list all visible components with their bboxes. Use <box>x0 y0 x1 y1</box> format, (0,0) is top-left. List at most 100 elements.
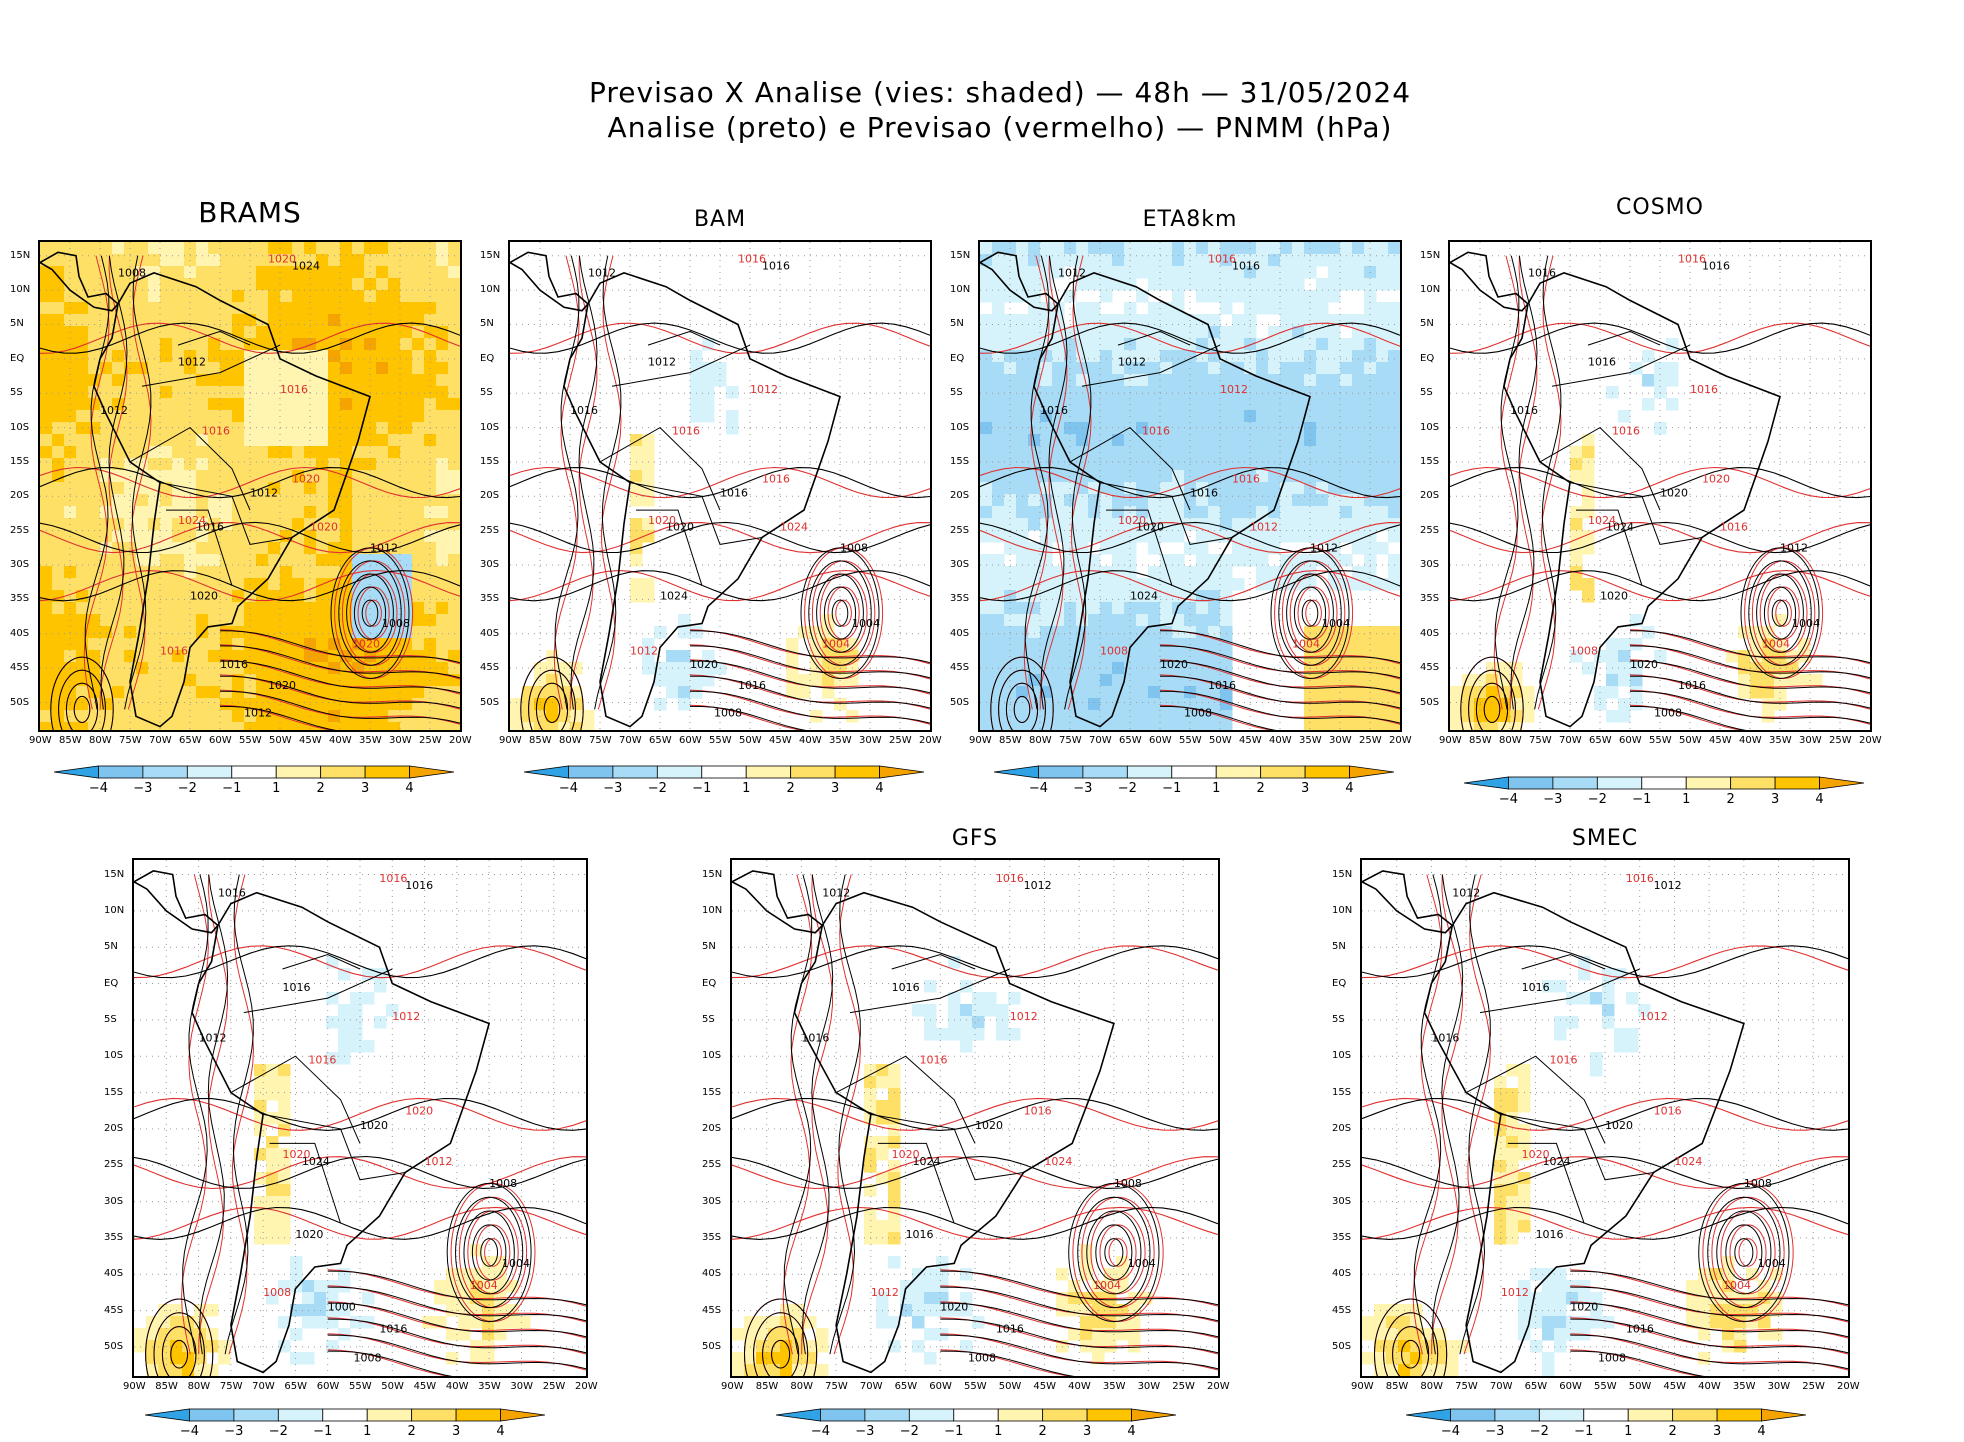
isobar-label: 1016 <box>1208 679 1236 692</box>
isobar-label: 1024 <box>1543 1155 1571 1168</box>
isobar-label: 1004 <box>1093 1279 1121 1292</box>
colorbar-swatch <box>1596 776 1643 790</box>
colorbar-label: 3 <box>1300 781 1310 796</box>
lat-tick-label: 45S <box>1332 1304 1352 1316</box>
lon-tick-label: 40W <box>445 1381 469 1392</box>
colorbar-swatch <box>1819 776 1864 790</box>
isobar-label: 1016 <box>720 486 748 499</box>
colorbar-label: −3 <box>603 781 623 796</box>
isobar-label: 1012 <box>1640 1010 1668 1023</box>
isobar-label: 1020 <box>940 1301 968 1314</box>
lat-tick-label: 50S <box>702 1340 722 1352</box>
isobar-label: 1012 <box>1220 383 1248 396</box>
lat-tick-label: EQ <box>1420 352 1435 364</box>
isobar-label: 1004 <box>1758 1257 1786 1270</box>
lat-tick-label: 10N <box>10 284 31 296</box>
isobar-label: 1008 <box>1744 1177 1772 1190</box>
isobar-label: 1016 <box>762 473 790 486</box>
colorbar-swatch <box>1260 765 1306 779</box>
lon-tick-label: 85W <box>155 1381 178 1392</box>
colorbar-swatch <box>790 765 836 779</box>
isobar-label: 1012 <box>1024 879 1052 892</box>
isobar-label: 1016 <box>1702 259 1730 272</box>
lat-tick-label: 5S <box>950 387 963 399</box>
colorbar-swatch <box>1304 765 1350 779</box>
colorbar-label: −3 <box>855 1424 875 1439</box>
colorbar: −4 −3 −2 −1 1 2 3 4 <box>776 1408 1176 1442</box>
lon-tick-label: 90W <box>969 735 992 746</box>
colorbar-label: −4 <box>88 781 109 796</box>
isobar-label: 1004 <box>1762 638 1790 651</box>
map-frame: 1016 1016 1016 1020 1024 1020 1016 1012 1004 1020… <box>1448 240 1872 732</box>
lat-tick-label: 40S <box>104 1268 124 1280</box>
colorbar-label: 2 <box>1668 1424 1677 1439</box>
map-frame: 1012 1016 1016 1020 1024 1016 1012 1008 1004 1020… <box>1360 858 1850 1378</box>
isobar-label: 1020 <box>1160 658 1188 671</box>
lon-tick-label: 30W <box>1799 735 1822 746</box>
map-canvas: 1016101610161020102410201016101210041020… <box>1450 242 1870 730</box>
colorbar-swatch <box>186 765 233 779</box>
colorbar-swatch <box>409 765 454 779</box>
colorbar-label: −2 <box>177 781 197 796</box>
lon-tick-label: 55W <box>964 1381 987 1392</box>
lon-tick-label: 65W <box>1119 735 1142 746</box>
panel-title: COSMO <box>1616 195 1704 220</box>
lat-tick-label: 20S <box>950 490 970 502</box>
lon-tick-label: 30W <box>1329 735 1352 746</box>
lon-tick-label: 50W <box>269 735 292 746</box>
colorbar-swatch <box>500 1408 545 1422</box>
colorbar-swatch <box>320 765 366 779</box>
isobar-label: 1020 <box>1630 658 1658 671</box>
lon-tick-label: 20W <box>1207 1381 1230 1392</box>
lat-tick-label: 5S <box>104 1013 117 1025</box>
lat-tick-label: 20S <box>10 490 30 502</box>
analysis-isobars <box>732 874 1218 1376</box>
colorbar: −4 −3 −2 −1 1 2 3 4 <box>145 1408 545 1442</box>
lon-tick-label: 35W <box>829 735 852 746</box>
coastline <box>980 251 1311 728</box>
isobar-label: 1024 <box>178 514 206 527</box>
isobar-label: 1016 <box>1536 1228 1564 1241</box>
lon-tick-label: 60W <box>1559 1381 1582 1392</box>
isobar-label: 1016 <box>801 1032 829 1045</box>
lon-tick-label: 40W <box>329 735 352 746</box>
colorbar-swatch <box>820 1408 866 1422</box>
lon-tick-label: 85W <box>1385 1381 1409 1392</box>
lon-tick-label: 90W <box>29 735 52 746</box>
lat-tick-label: 5N <box>104 941 118 953</box>
bias-shading <box>732 956 1153 1376</box>
isobar-label: 1020 <box>1136 521 1164 534</box>
isobar-label: 1004 <box>1322 617 1350 630</box>
lat-tick-label: 20S <box>1332 1122 1352 1134</box>
lon-tick-label: 35W <box>359 735 382 746</box>
isobar-label: 1016 <box>1678 253 1706 266</box>
lon-tick-label: 55W <box>709 735 732 746</box>
isobar-label: 1020 <box>295 1228 323 1241</box>
map-frame: 1012 1016 1012 1016 1020 1024 1016 1012 1004 1020… <box>978 240 1402 732</box>
lat-tick-label: 45S <box>480 662 500 674</box>
colorbar-label: −2 <box>1587 792 1607 807</box>
isobar-label: 1016 <box>405 879 433 892</box>
lat-tick-label: EQ <box>480 352 495 364</box>
lat-tick-label: 20S <box>1420 490 1440 502</box>
colorbar-label: 2 <box>407 1424 416 1439</box>
lat-tick-label: 30S <box>1332 1195 1352 1207</box>
lat-tick-label: EQ <box>950 352 965 364</box>
colorbar-swatch <box>1627 1408 1674 1422</box>
lon-tick-label: 40W <box>799 735 822 746</box>
lat-tick-label: 15S <box>104 1086 124 1098</box>
isobar-label: 1016 <box>202 424 230 437</box>
isobar-label: 1012 <box>392 1010 420 1023</box>
colorbar-label: −1 <box>313 1424 333 1439</box>
panel-title: SMEC <box>1571 826 1639 851</box>
colorbar-swatch <box>1086 1408 1132 1422</box>
isobar-label: 1016 <box>1190 486 1218 499</box>
isobar-label: 1016 <box>738 679 766 692</box>
lon-tick-label: 65W <box>649 735 672 746</box>
lat-tick-label: 50S <box>480 696 500 708</box>
lat-tick-label: 15S <box>1420 455 1440 467</box>
colorbar-swatch <box>233 1408 279 1422</box>
lat-tick-label: 40S <box>10 627 30 639</box>
analysis-isobars <box>980 255 1400 730</box>
isobar-label: 1016 <box>996 872 1024 885</box>
